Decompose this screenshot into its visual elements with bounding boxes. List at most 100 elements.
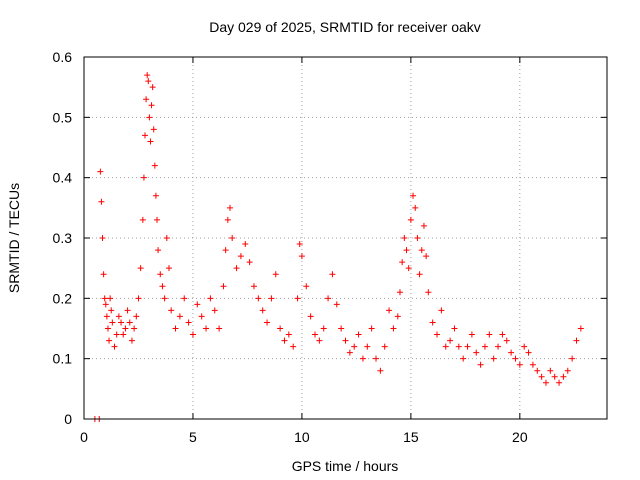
data-point [151, 162, 158, 169]
data-point [560, 373, 567, 380]
data-point [100, 271, 107, 278]
x-tick-label-4: 20 [512, 429, 528, 445]
data-point [342, 337, 349, 344]
data-point [412, 204, 419, 211]
data-point [290, 343, 297, 350]
data-point [211, 307, 218, 314]
data-point [255, 295, 262, 302]
x-tick-label-0: 0 [80, 429, 88, 445]
data-point [242, 241, 249, 248]
data-point [311, 331, 318, 338]
data-point [464, 343, 471, 350]
data-point [203, 325, 210, 332]
data-point [577, 325, 584, 332]
data-point [351, 343, 358, 350]
data-point [137, 265, 144, 272]
data-point [390, 325, 397, 332]
data-point [152, 192, 159, 199]
data-point [126, 319, 133, 326]
data-point [442, 343, 449, 350]
data-point [115, 313, 122, 320]
data-point [128, 337, 135, 344]
data-point [259, 307, 266, 314]
data-point [143, 96, 150, 103]
data-point [418, 247, 425, 254]
data-point [303, 283, 310, 290]
data-point [403, 247, 410, 254]
data-point [224, 216, 231, 223]
data-point [168, 307, 175, 314]
data-point [216, 325, 223, 332]
data-point [122, 325, 129, 332]
x-tick-label-1: 5 [189, 429, 197, 445]
data-point [142, 132, 149, 139]
data-point [368, 325, 375, 332]
data-point [425, 289, 432, 296]
data-point [364, 343, 371, 350]
data-point [227, 204, 234, 211]
data-point [373, 355, 380, 362]
data-point [460, 355, 467, 362]
y-tick-label-6: 0.6 [53, 49, 73, 65]
data-point [268, 295, 275, 302]
data-point [159, 283, 166, 290]
data-point [277, 325, 284, 332]
data-point [512, 355, 519, 362]
data-point [481, 343, 488, 350]
data-point [556, 379, 563, 386]
data-point [103, 313, 110, 320]
data-point [346, 349, 353, 356]
data-point [377, 367, 384, 374]
data-point [229, 235, 236, 241]
data-point [98, 198, 105, 205]
grid-lines [84, 57, 607, 419]
data-point [220, 283, 227, 290]
data-point [503, 337, 510, 344]
data-point [294, 295, 301, 302]
data-point [285, 331, 292, 338]
data-point [405, 265, 412, 272]
data-point [108, 307, 115, 314]
data-point [333, 301, 340, 308]
data-point [429, 319, 436, 326]
data-point [135, 295, 142, 302]
data-point [101, 295, 108, 302]
data-point [233, 265, 240, 272]
data-point [316, 337, 323, 344]
data-point [473, 349, 480, 356]
y-tick-label-0: 0 [64, 411, 72, 427]
data-point [97, 168, 104, 175]
data-point [120, 331, 127, 338]
data-point [146, 114, 153, 121]
data-point [325, 295, 332, 302]
data-point [106, 337, 113, 344]
data-point [355, 331, 362, 338]
data-point [107, 295, 114, 302]
data-point [149, 84, 156, 91]
data-point [521, 343, 528, 350]
data-point [414, 235, 421, 241]
data-point [296, 241, 303, 248]
data-point [102, 301, 109, 308]
data-point [551, 373, 558, 380]
data-point [99, 235, 106, 241]
data-point [394, 313, 401, 320]
y-tick-label-2: 0.2 [53, 290, 73, 306]
data-point [161, 295, 168, 302]
data-point [272, 271, 279, 278]
data-point [140, 174, 147, 181]
data-point [564, 367, 571, 374]
data-point [246, 259, 253, 266]
x-axis-label: GPS time / hours [292, 458, 399, 474]
data-point [250, 283, 257, 290]
data-point [320, 325, 327, 332]
data-point [113, 331, 120, 338]
data-point [338, 325, 345, 332]
data-point [516, 361, 523, 368]
data-point [451, 325, 458, 332]
x-tick-label-2: 10 [294, 429, 310, 445]
data-point [416, 271, 423, 278]
data-point [569, 355, 576, 362]
data-point [207, 295, 214, 302]
